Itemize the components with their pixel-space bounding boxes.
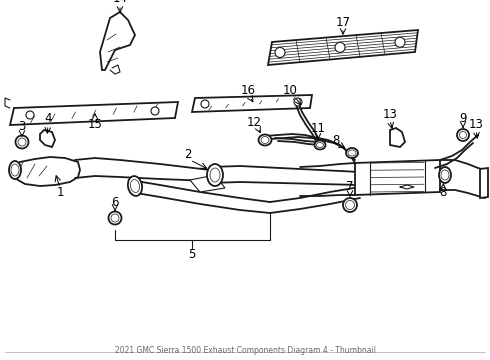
Ellipse shape bbox=[259, 135, 271, 145]
Text: 2: 2 bbox=[184, 148, 192, 162]
Ellipse shape bbox=[346, 148, 358, 158]
Ellipse shape bbox=[128, 176, 142, 196]
Ellipse shape bbox=[207, 164, 223, 186]
Text: 6: 6 bbox=[111, 195, 119, 208]
Text: 11: 11 bbox=[311, 122, 325, 135]
Text: 17: 17 bbox=[336, 15, 350, 28]
Text: 5: 5 bbox=[188, 248, 196, 261]
Text: 8: 8 bbox=[332, 134, 340, 147]
Polygon shape bbox=[190, 175, 225, 192]
Circle shape bbox=[151, 107, 159, 115]
Ellipse shape bbox=[441, 170, 449, 180]
Text: 8: 8 bbox=[440, 186, 447, 199]
Circle shape bbox=[294, 98, 302, 106]
Polygon shape bbox=[480, 168, 488, 198]
Text: 16: 16 bbox=[241, 85, 255, 98]
Ellipse shape bbox=[348, 150, 356, 156]
Ellipse shape bbox=[111, 214, 119, 222]
Ellipse shape bbox=[9, 161, 21, 179]
Polygon shape bbox=[10, 102, 178, 125]
Text: 13: 13 bbox=[468, 117, 484, 130]
Text: 10: 10 bbox=[283, 84, 297, 96]
Text: 15: 15 bbox=[88, 117, 102, 130]
Polygon shape bbox=[390, 128, 405, 147]
Text: 12: 12 bbox=[246, 116, 262, 129]
Ellipse shape bbox=[345, 201, 354, 210]
Text: 14: 14 bbox=[113, 0, 127, 5]
Circle shape bbox=[275, 48, 285, 58]
Polygon shape bbox=[355, 160, 440, 195]
Ellipse shape bbox=[210, 168, 220, 182]
Text: 1: 1 bbox=[56, 185, 64, 198]
Polygon shape bbox=[192, 95, 312, 112]
Circle shape bbox=[395, 37, 405, 47]
Ellipse shape bbox=[11, 164, 19, 176]
Ellipse shape bbox=[457, 129, 469, 141]
Text: 7: 7 bbox=[346, 180, 354, 193]
Polygon shape bbox=[268, 30, 418, 65]
Ellipse shape bbox=[108, 211, 122, 225]
Ellipse shape bbox=[460, 131, 466, 139]
Ellipse shape bbox=[439, 167, 451, 183]
Polygon shape bbox=[40, 130, 55, 147]
Ellipse shape bbox=[343, 198, 357, 212]
Ellipse shape bbox=[130, 180, 140, 193]
Circle shape bbox=[335, 42, 345, 52]
Ellipse shape bbox=[18, 138, 26, 146]
Ellipse shape bbox=[317, 143, 323, 148]
Text: 4: 4 bbox=[44, 112, 52, 126]
Text: 9: 9 bbox=[459, 112, 467, 125]
Circle shape bbox=[26, 111, 34, 119]
Polygon shape bbox=[100, 12, 135, 70]
Ellipse shape bbox=[315, 140, 325, 149]
Polygon shape bbox=[12, 157, 80, 186]
Text: 2021 GMC Sierra 1500 Exhaust Components Diagram 4 - Thumbnail: 2021 GMC Sierra 1500 Exhaust Components … bbox=[115, 346, 375, 355]
Ellipse shape bbox=[261, 136, 269, 144]
Circle shape bbox=[201, 100, 209, 108]
Text: 3: 3 bbox=[18, 120, 25, 132]
Text: 13: 13 bbox=[383, 108, 397, 121]
Ellipse shape bbox=[16, 135, 28, 148]
